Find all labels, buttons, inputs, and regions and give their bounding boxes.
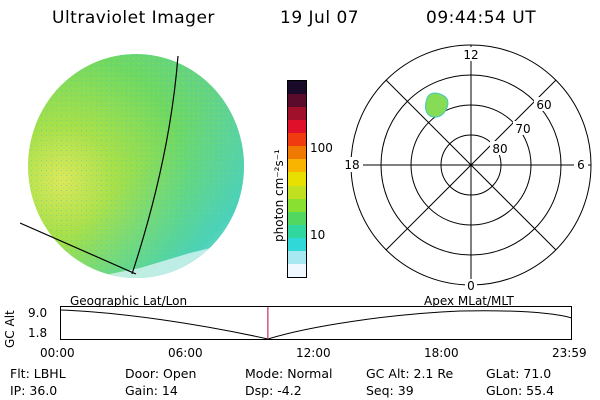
timeline-left-label: Geographic Lat/Lon: [70, 294, 188, 308]
uv-image-panel: [20, 54, 244, 278]
colorbar-segment: [288, 120, 306, 134]
colorbar-tick-100: 100: [310, 141, 333, 155]
colorbar-segment: [288, 107, 306, 121]
colorbar-segment: [288, 237, 306, 251]
timeline-xtick-3: 18:00: [424, 346, 459, 360]
timeline-ytick-bottom: 1.8: [28, 326, 48, 340]
polar-label-right: 6: [577, 158, 585, 172]
timeline-xtick-1: 06:00: [168, 346, 203, 360]
polar-plot: 12 0 18 6 60 70 80: [341, 44, 592, 293]
info-glon: GLon: 55.4: [486, 383, 555, 398]
colorbar-segment: [288, 81, 306, 95]
meridian-line: [20, 222, 137, 275]
polar-label-bottom: 0: [467, 279, 475, 293]
timeline-xtick-0: 00:00: [40, 346, 75, 360]
colorbar-unit-label: photon cm⁻²s⁻¹: [272, 149, 286, 242]
polar-ring-label-60: 60: [536, 98, 551, 112]
polar-label-top: 12: [463, 48, 478, 62]
timeline-y-label: GC Alt: [3, 310, 17, 348]
altitude-timeline: [60, 306, 572, 340]
colorbar-segment: [288, 198, 306, 212]
colorbar-segment: [288, 263, 306, 277]
polar-ring-label-80: 80: [492, 142, 507, 156]
date-readout: 19 Jul 07: [280, 8, 360, 28]
info-door: Door: Open: [125, 366, 197, 381]
colorbar-segment: [288, 250, 306, 264]
info-gc-alt: GC Alt: 2.1 Re: [366, 366, 454, 381]
info-seq: Seq: 39: [366, 383, 414, 398]
info-gain: Gain: 14: [125, 383, 178, 398]
timeline-ytick-top: 9.0: [28, 306, 48, 320]
altitude-curve: [60, 309, 572, 340]
colorbar: [287, 80, 307, 278]
colorbar-segment: [288, 211, 306, 225]
timeline-xtick-2: 12:00: [296, 346, 331, 360]
info-mode: Mode: Normal: [245, 366, 333, 381]
time-readout: 09:44:54 UT: [426, 8, 537, 28]
colorbar-segment: [288, 172, 306, 186]
polar-ring-label-70: 70: [515, 122, 530, 136]
app-title: Ultraviolet Imager: [52, 8, 215, 28]
info-dsp: Dsp: -4.2: [245, 383, 302, 398]
info-ip: IP: 36.0: [10, 383, 58, 398]
colorbar-segment: [288, 133, 306, 147]
polar-label-left: 18: [344, 158, 359, 172]
colorbar-segment: [288, 146, 306, 160]
colorbar-segment: [288, 94, 306, 108]
info-filter: Flt: LBHL: [10, 366, 66, 381]
colorbar-segment: [288, 185, 306, 199]
timeline-xtick-4: 23:59: [552, 346, 587, 360]
terminator-line: [131, 55, 179, 275]
info-glat: GLat: 71.0: [486, 366, 552, 381]
colorbar-segment: [288, 159, 306, 173]
polar-emission-patch: [425, 92, 449, 118]
colorbar-tick-10: 10: [310, 228, 326, 242]
timeline-right-label: Apex MLat/MLT: [424, 294, 514, 308]
colorbar-segment: [288, 224, 306, 238]
